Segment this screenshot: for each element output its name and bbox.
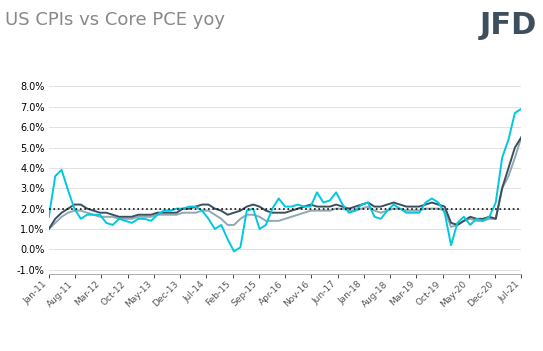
- Text: US CPIs vs Core PCE yoy: US CPIs vs Core PCE yoy: [5, 11, 225, 28]
- Text: JFD: JFD: [480, 11, 538, 40]
